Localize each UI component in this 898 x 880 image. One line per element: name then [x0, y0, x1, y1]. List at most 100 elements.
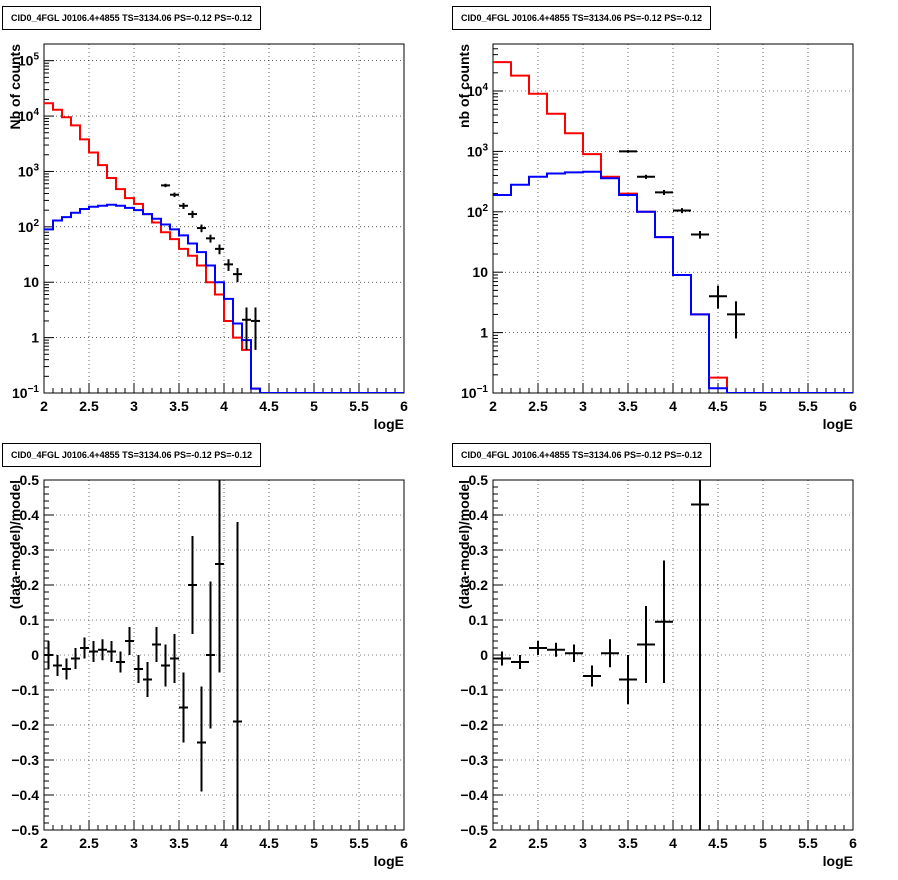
histogram-line — [493, 170, 853, 393]
histogram-line — [44, 203, 404, 393]
pad-residuals-right: CID0_4FGL J0106.4+4855 TS=3134.06 PS=-0.… — [449, 437, 898, 875]
grid-lines — [44, 44, 404, 393]
data-point — [215, 480, 224, 673]
y-tick-label: 0.3 — [469, 542, 489, 558]
y-tick-label: 102 — [467, 203, 489, 220]
grid-lines — [493, 480, 853, 830]
x-tick-label: 5 — [759, 835, 767, 851]
data-point — [637, 174, 655, 179]
x-tick-label: 5 — [310, 398, 318, 414]
x-tick-label: 5 — [759, 398, 767, 414]
data-point — [511, 655, 529, 669]
x-axis-title: logE — [823, 853, 853, 869]
data-point — [53, 655, 62, 676]
y-tick-label: 105 — [18, 52, 40, 69]
data-point — [197, 224, 206, 233]
y-tick-label: 0.1 — [20, 612, 40, 628]
x-tick-label: 6 — [849, 398, 857, 414]
data-point — [709, 285, 727, 309]
data-point — [107, 641, 116, 662]
y-tick-label: 103 — [467, 142, 489, 159]
x-tick-label: 2 — [40, 398, 48, 414]
y-tick-label: −0.4 — [11, 787, 39, 803]
x-tick-label: 4 — [220, 835, 228, 851]
data-point — [619, 655, 637, 704]
y-tick-label: 0.1 — [469, 612, 489, 628]
x-tick-label: 3 — [130, 835, 138, 851]
data-point — [161, 183, 170, 188]
data-point — [242, 307, 251, 350]
data-point — [619, 150, 637, 153]
data-point — [170, 192, 179, 198]
data-point — [134, 655, 143, 683]
y-tick-label: 0.2 — [469, 577, 489, 593]
plot-frame — [492, 43, 854, 394]
data-point — [493, 651, 511, 666]
data-point — [206, 581, 215, 729]
counts-plot-right: 2 2.5 3 3.5 4 4.5 5 5.5 6 10−1 1 10 102 103 104 logE nb … — [456, 43, 857, 432]
pad-counts-right: CID0_4FGL J0106.4+4855 TS=3134.06 PS=-0.… — [449, 0, 898, 437]
residuals-plot-right: 2 2.5 3 3.5 4 4.5 5 5.5 6 −0.5 −0.4 −0.3 −0.2 −0.1 0 0.… — [456, 472, 857, 869]
data-point — [233, 268, 242, 283]
residuals-plot-left: 2 2.5 3 3.5 4 4.5 5 5.5 6 −0.5 −0.4 −0.3 −0.2 −0.1 0 0.… — [7, 472, 408, 869]
data-point — [691, 231, 709, 239]
y-tick-label: 102 — [18, 218, 40, 235]
data-point — [224, 259, 233, 271]
chart-title: CID0_4FGL J0106.4+4855 TS=3134.06 PS=-0.… — [452, 443, 712, 467]
x-tick-label: 3.5 — [169, 398, 189, 414]
data-point — [529, 641, 547, 655]
y-tick-label: 10−1 — [461, 384, 488, 401]
y-tick-label: 0.5 — [20, 472, 40, 488]
x-tick-label: 5.5 — [798, 835, 818, 851]
x-tick-label: 4.5 — [708, 398, 728, 414]
x-tick-label: 5.5 — [349, 398, 369, 414]
x-tick-label: 3 — [130, 398, 138, 414]
data-point — [691, 480, 709, 830]
x-tick-label: 2.5 — [528, 835, 548, 851]
chart-title: CID0_4FGL J0106.4+4855 TS=3134.06 PS=-0.… — [452, 6, 712, 30]
x-tick-label: 3 — [579, 835, 587, 851]
y-tick-label: −0.3 — [11, 752, 39, 768]
data-point — [116, 651, 125, 673]
x-tick-label: 4.5 — [259, 398, 279, 414]
x-tick-label: 4 — [669, 398, 677, 414]
data-point — [143, 662, 152, 697]
y-tick-label: 1 — [31, 330, 39, 346]
pad-counts-left: CID0_4FGL J0106.4+4855 TS=3134.06 PS=-0.… — [0, 0, 449, 437]
data-point — [233, 522, 242, 830]
x-tick-label: 3 — [579, 398, 587, 414]
x-tick-label: 4.5 — [259, 835, 279, 851]
y-tick-label: −0.3 — [460, 752, 488, 768]
data-point — [89, 641, 98, 662]
data-point — [637, 606, 655, 683]
y-tick-label: 103 — [18, 162, 40, 179]
x-tick-label: 3.5 — [618, 835, 638, 851]
x-tick-label: 2.5 — [79, 398, 99, 414]
y-tick-label: 1 — [480, 325, 488, 341]
x-tick-label: 3.5 — [169, 835, 189, 851]
y-tick-label: 0 — [480, 647, 488, 663]
data-point — [655, 560, 673, 683]
x-tick-label: 6 — [400, 398, 408, 414]
y-tick-label: 0.4 — [20, 507, 40, 523]
x-tick-label: 2 — [489, 398, 497, 414]
data-point — [125, 627, 134, 655]
y-tick-label: 10−1 — [12, 384, 39, 401]
plot-frame — [43, 43, 405, 394]
y-axis-title: Nb of counts — [7, 44, 23, 130]
data-point — [727, 301, 745, 339]
y-tick-label: 10 — [472, 264, 488, 280]
data-point — [206, 234, 215, 243]
y-axis-title: (data-model)/model — [7, 480, 23, 609]
x-axis-title: logE — [823, 416, 853, 432]
data-point — [251, 307, 260, 350]
data-point — [188, 536, 197, 634]
plot-frame — [492, 479, 854, 831]
histogram-line — [44, 102, 404, 393]
chart-title: CID0_4FGL J0106.4+4855 TS=3134.06 PS=-0.… — [2, 6, 262, 30]
y-tick-label: −0.5 — [460, 822, 488, 838]
y-axis-title: (data-model)/model — [456, 480, 472, 609]
y-tick-label: 0 — [31, 647, 39, 663]
x-tick-label: 4.5 — [708, 835, 728, 851]
data-point — [62, 658, 71, 680]
